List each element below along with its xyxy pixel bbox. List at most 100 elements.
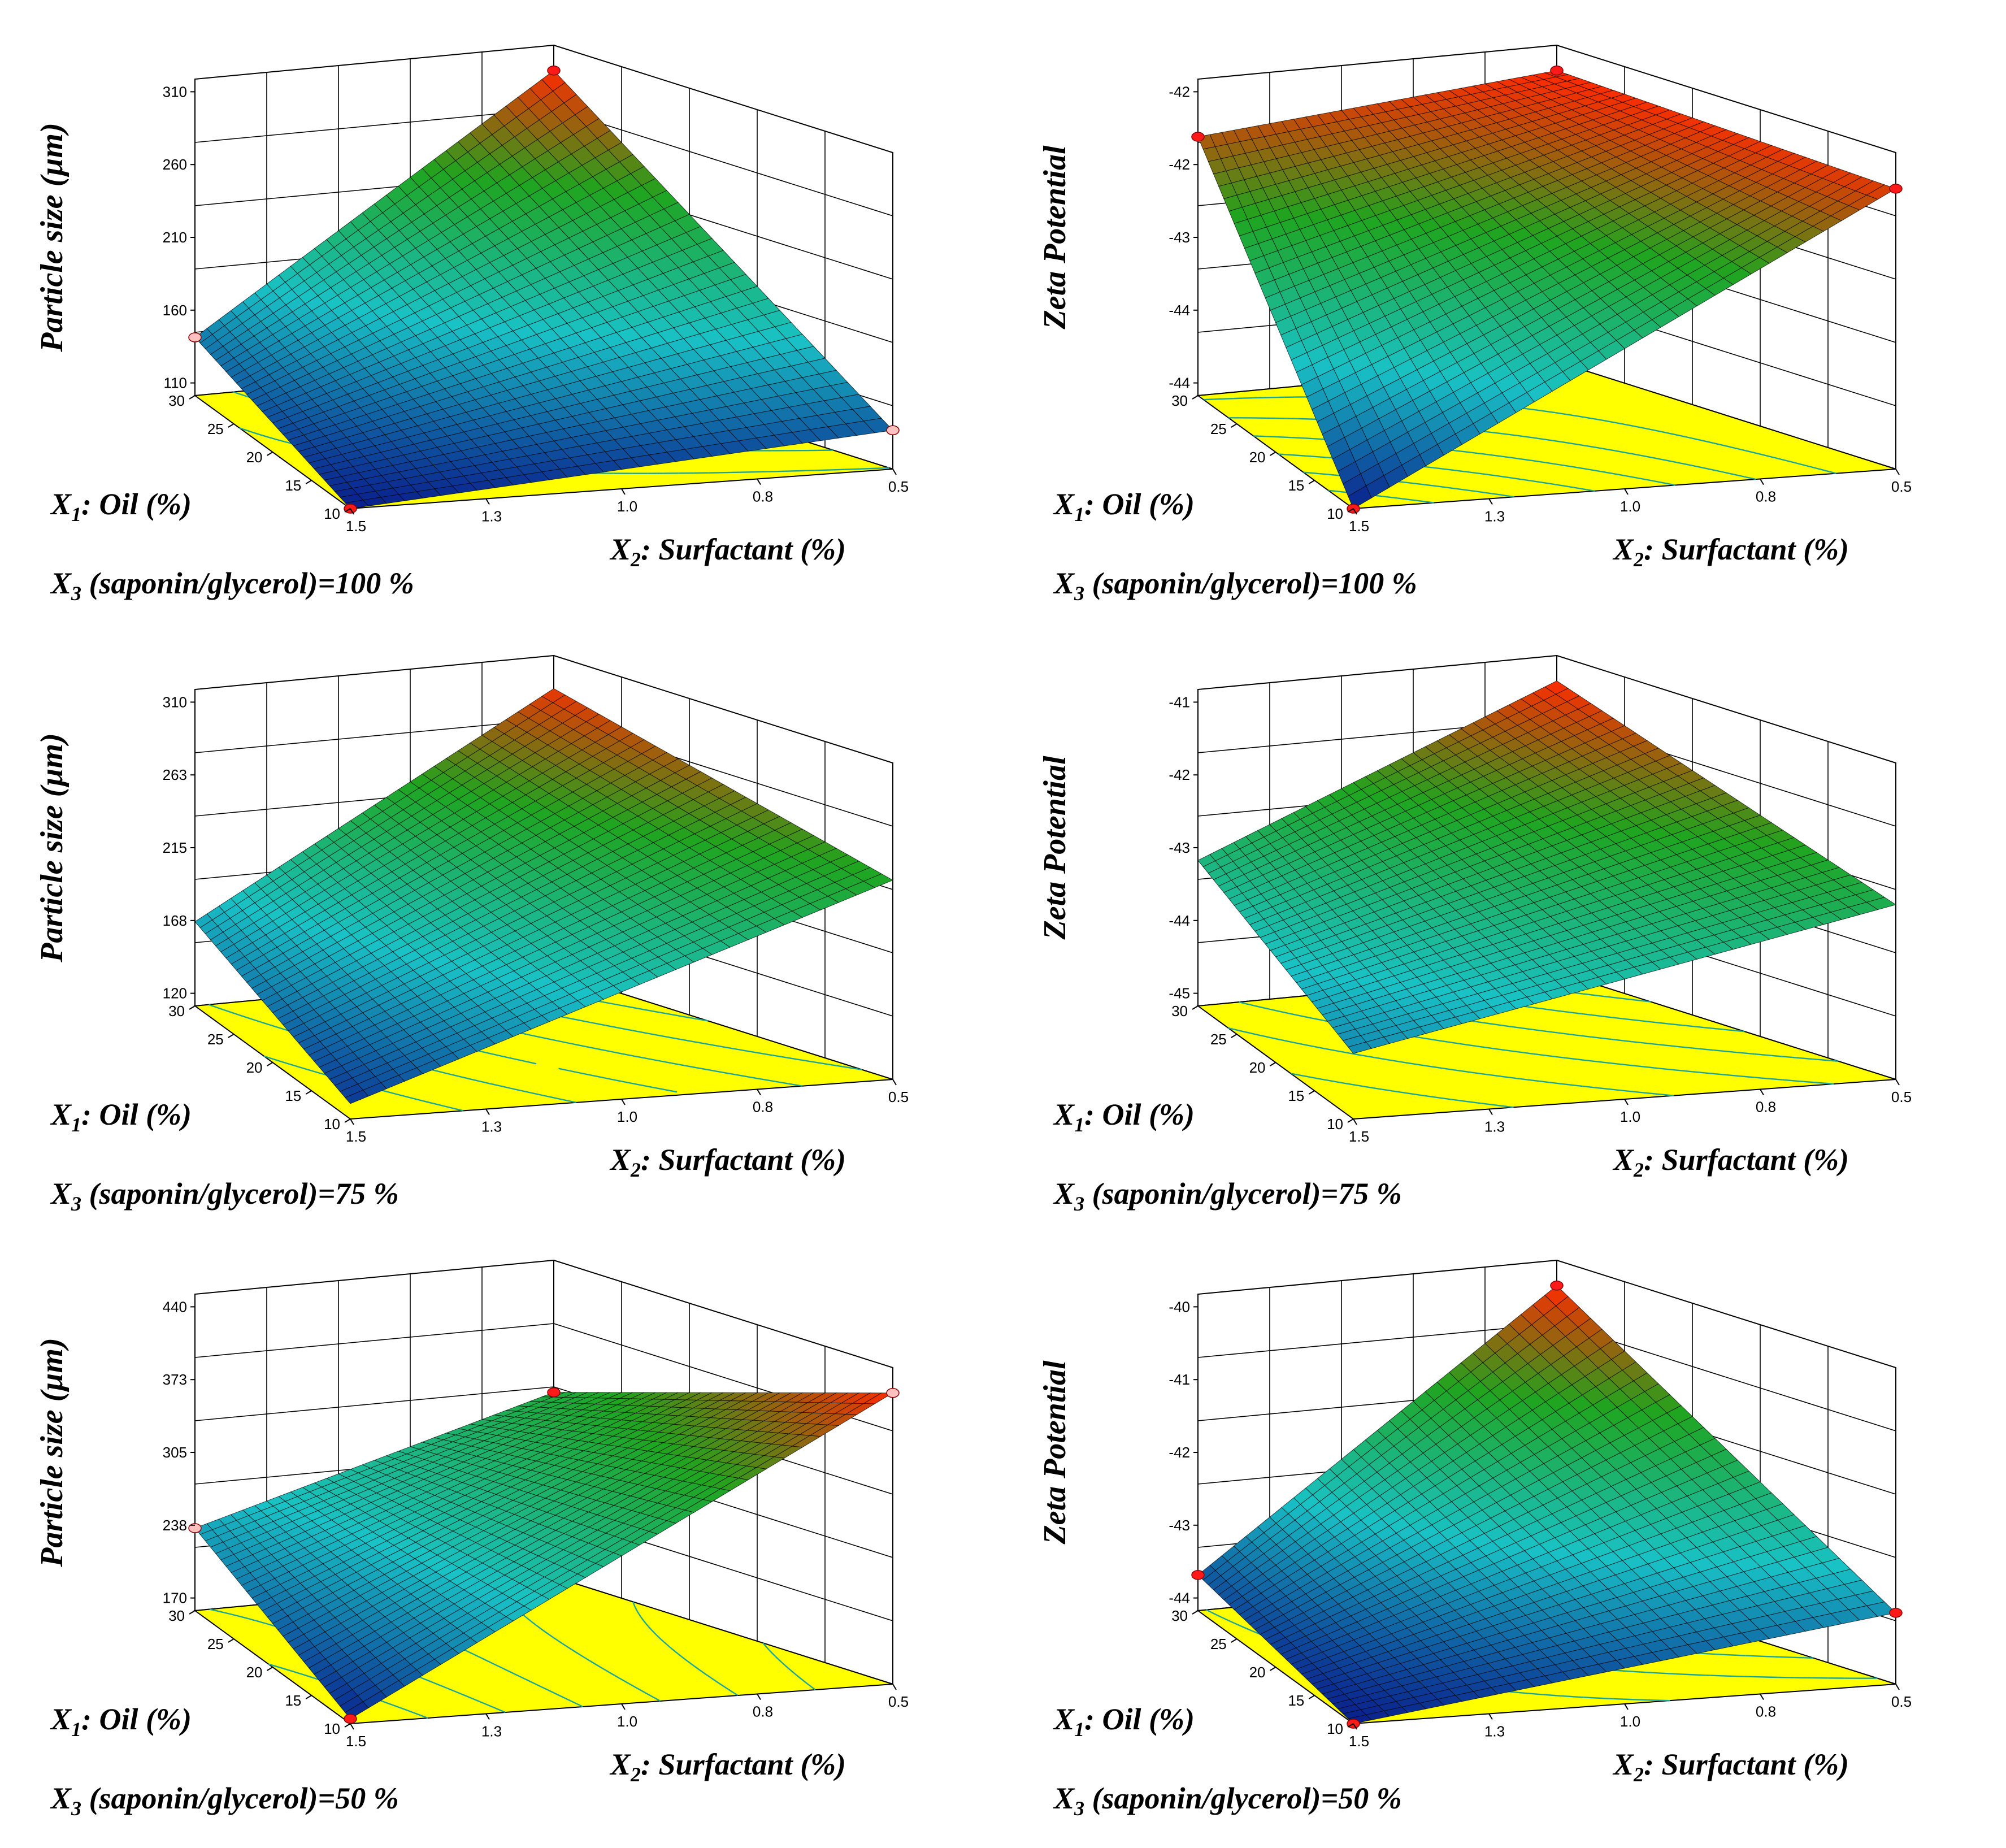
z-axis-label: Particle size (µm)	[34, 123, 70, 353]
z-tick-label: 310	[163, 83, 187, 100]
contour-segment	[283, 1029, 285, 1030]
contour-segment	[770, 471, 785, 472]
contour-segment	[1813, 1059, 1817, 1060]
contour-segment	[1204, 399, 1213, 400]
contour-segment	[1458, 1100, 1466, 1101]
contour-segment	[1597, 419, 1602, 420]
contour-segment	[1297, 1015, 1300, 1016]
contour-segment	[724, 472, 739, 473]
x2-tick-label: 1.0	[1620, 498, 1640, 515]
contour-segment	[500, 1086, 504, 1087]
z-tick-label: 210	[163, 229, 187, 246]
contour-segment	[453, 1108, 455, 1109]
x1-tick-label: 30	[168, 1003, 185, 1020]
x2-tick-label: 0.8	[1756, 488, 1776, 505]
z-tick-labels: -44-44-43-42-42	[1169, 83, 1198, 391]
contour-segment	[1602, 449, 1607, 450]
x1-tick-label: 15	[1288, 477, 1304, 494]
design-point-4	[1551, 66, 1563, 75]
x2-axis-label: X2: Surfactant (%)	[1612, 1143, 1849, 1181]
contour-segment	[828, 1064, 831, 1065]
x1-axis-label: X1: Oil (%)	[1053, 487, 1195, 526]
x1-tick-label: 25	[207, 1031, 224, 1048]
x2-tick-label: 1.5	[346, 1128, 366, 1145]
contour-segment	[800, 470, 815, 471]
z-tick-label: -44	[1169, 302, 1190, 319]
x2-tick-label: 0.5	[1891, 1088, 1912, 1105]
x1-axis-label: X1: Oil (%)	[1053, 1097, 1195, 1136]
x2-tick-label: 1.5	[1349, 518, 1369, 535]
x1-tick-label: 20	[1249, 449, 1266, 466]
contour-segment	[1782, 1080, 1791, 1081]
contour-segment	[859, 468, 874, 469]
x1-tick-label: 10	[324, 1116, 340, 1133]
contour-segment	[1401, 482, 1408, 483]
contour-segment	[306, 1069, 309, 1070]
z-tick-label: 260	[163, 156, 187, 173]
x2-tick-label: 0.8	[1756, 1099, 1776, 1116]
z-tick-label: -42	[1169, 766, 1190, 783]
design-point-3	[887, 426, 899, 435]
contour-segment	[1742, 450, 1746, 451]
x2-tick-label: 0.8	[753, 1099, 773, 1116]
z-axis-label: Zeta Potential	[1037, 756, 1073, 940]
contour-segment	[648, 1010, 653, 1012]
contour-segment	[1623, 1041, 1631, 1042]
z-axis-label: Zeta Potential	[1037, 145, 1073, 330]
z-tick-label: -43	[1169, 229, 1190, 246]
contour-segment	[697, 1068, 702, 1069]
contour-segment	[1552, 1056, 1558, 1057]
contour-segment	[1424, 1065, 1428, 1066]
contour-segment	[1364, 1086, 1366, 1087]
x2-tick-label: 1.5	[1349, 1128, 1369, 1145]
contour-segment	[1456, 1070, 1462, 1071]
z-tick-label: 160	[163, 302, 187, 319]
x2-tick-label: 1.0	[1620, 1108, 1640, 1125]
contour-segment	[1536, 1008, 1543, 1009]
contour-segment	[1279, 1039, 1282, 1040]
contour-segment	[1499, 1049, 1505, 1051]
x2-tick-label: 0.5	[1891, 478, 1912, 495]
contour-segment	[1304, 1076, 1309, 1077]
x2-tick-label: 1.0	[617, 1108, 637, 1125]
x2-tick-label: 1.5	[346, 518, 366, 535]
surface-plot-svg: 12016821526331010152025301.51.31.00.80.5…	[0, 633, 1003, 1243]
contour-segment	[1258, 1007, 1263, 1008]
contour-segment	[1825, 1083, 1834, 1084]
x1-tick-label: 25	[1210, 420, 1227, 437]
contour-segment	[1600, 1016, 1603, 1017]
x2-tick-label: 1.3	[481, 1118, 502, 1135]
grid-line	[195, 1324, 554, 1357]
x1-tick-label: 10	[324, 505, 340, 522]
z-tick-label: -44	[1169, 375, 1190, 392]
contour-segment	[1292, 455, 1306, 456]
x1-tick-label: 15	[285, 477, 301, 494]
contour-segment	[732, 1048, 738, 1049]
x2-axis-label: X2: Surfactant (%)	[609, 532, 846, 571]
contour-segment	[1296, 438, 1305, 439]
x1-tick-label: 10	[1327, 505, 1343, 522]
contour-segment	[1658, 431, 1661, 432]
x2-tick-label: 0.5	[888, 1088, 909, 1105]
contour-segment	[1672, 1046, 1677, 1047]
z-tick-label: -45	[1169, 985, 1190, 1002]
x1-tick-label: 30	[1171, 1003, 1188, 1020]
x1-tick-label: 20	[246, 1059, 263, 1076]
z-tick-label: -44	[1169, 912, 1190, 929]
contour-segment	[1435, 1097, 1439, 1098]
x1-tick-label: 25	[207, 420, 224, 437]
contour-segment	[814, 470, 829, 471]
z-tick-label: -43	[1169, 839, 1190, 856]
contour-segment	[264, 1056, 266, 1057]
x2-tick-label: 1.0	[617, 498, 637, 515]
contour-segment	[1228, 1028, 1231, 1029]
contour-segment	[1720, 1074, 1730, 1075]
contour-segment	[238, 1015, 240, 1016]
z-tick-label: -42	[1169, 156, 1190, 173]
design-point-4	[548, 66, 560, 75]
z-tick-label: 310	[163, 693, 187, 710]
contour-segment	[1552, 1032, 1558, 1033]
